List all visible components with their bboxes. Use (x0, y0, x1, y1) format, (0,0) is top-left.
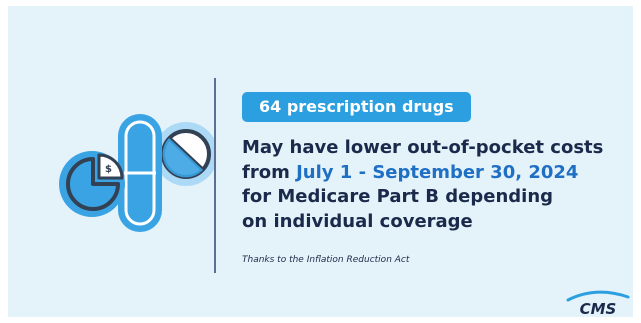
cms-logo-text: CMS (580, 300, 617, 317)
date-range: July 1 - September 30, 2024 (296, 161, 579, 183)
cms-logo: CMS (566, 290, 630, 317)
credit-text: Thanks to the Inflation Reduction Act (242, 255, 410, 265)
headline-line-4: on individual coverage (242, 210, 473, 232)
cms-swoosh-icon (566, 290, 630, 302)
dollar-sign-icon: $ (105, 164, 112, 175)
headline: May have lower out-of-pocket costs from … (242, 136, 622, 234)
capsule-icon (118, 114, 162, 232)
headline-line-3: for Medicare Part B depending (242, 186, 554, 207)
vertical-divider (214, 78, 216, 273)
pills-and-pie-chart-icon: $ (59, 114, 216, 232)
round-tablet-icon (161, 129, 211, 179)
headline-line-2-prefix: from (242, 161, 297, 183)
pie-chart-icon: $ (59, 151, 125, 217)
headline-line-2: from July 1 - September 30, 2024 (242, 161, 622, 186)
headline-line-1: May have lower out-of-pocket costs (242, 137, 604, 158)
drug-count-badge: 64 prescription drugs (242, 92, 471, 122)
infographic-card: $ 64 prescription drugs May have lower o… (8, 6, 633, 317)
